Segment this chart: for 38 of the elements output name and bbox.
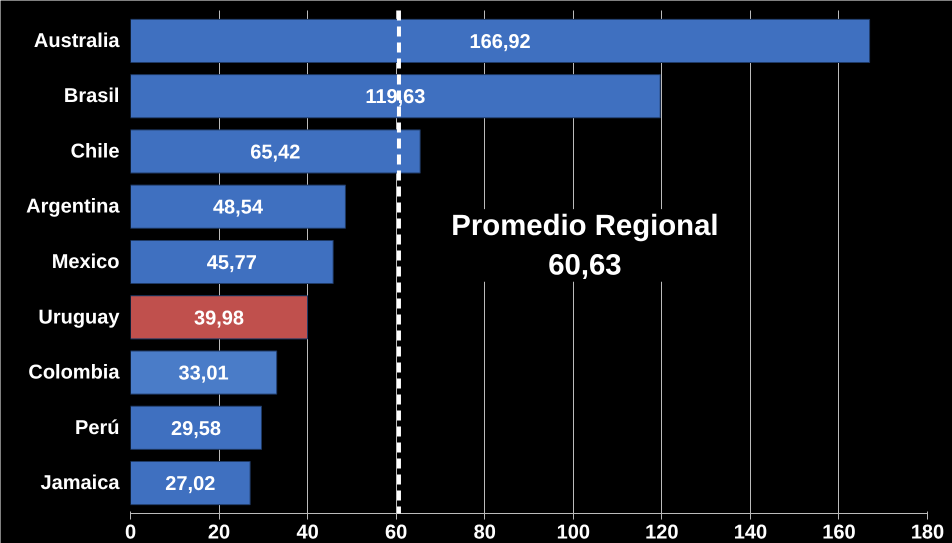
- data-label: 27,02: [165, 473, 216, 496]
- x-tick-label: 180: [910, 522, 944, 543]
- x-tick-label: 40: [296, 522, 319, 543]
- data-label: 48,54: [212, 196, 264, 219]
- bar: [130, 18, 870, 63]
- y-tick-label: Chile: [70, 140, 120, 162]
- bar: [130, 74, 661, 118]
- y-tick-label: Jamaica: [40, 472, 120, 494]
- y-tick-label: Perú: [75, 416, 120, 439]
- data-label: 39,98: [194, 307, 244, 330]
- y-tick-label: Mexico: [52, 251, 120, 273]
- data-label: 33,01: [178, 362, 229, 385]
- data-label: 45,77: [206, 252, 257, 274]
- bar: [130, 240, 334, 284]
- bar: [130, 350, 278, 395]
- ref-line-label: Promedio Regional 60,63: [451, 209, 719, 282]
- bar: [130, 295, 308, 340]
- x-tick-label: 0: [124, 522, 136, 543]
- data-label: 29,58: [170, 418, 222, 440]
- bar: [130, 461, 251, 506]
- x-tick-label: 60: [385, 522, 408, 543]
- y-tick-label: Argentina: [26, 196, 120, 218]
- data-label: 166,92: [469, 30, 531, 53]
- bar: [130, 406, 262, 450]
- x-tick-label: 140: [734, 522, 768, 543]
- data-label: 65,42: [250, 141, 300, 164]
- y-tick-label: Uruguay: [38, 306, 120, 328]
- x-tick-label: 80: [474, 522, 496, 543]
- bar: [130, 184, 346, 229]
- x-tick-label: 160: [822, 522, 856, 543]
- y-tick-label: Australia: [34, 30, 120, 52]
- bar: [130, 129, 421, 174]
- y-tick-label: Brasil: [64, 85, 120, 108]
- x-tick-label: 100: [556, 522, 590, 543]
- data-label: 119,63: [365, 86, 426, 108]
- x-tick-label: 20: [208, 522, 230, 543]
- y-tick-label: Colombia: [28, 362, 120, 384]
- x-tick-label: 120: [645, 522, 679, 543]
